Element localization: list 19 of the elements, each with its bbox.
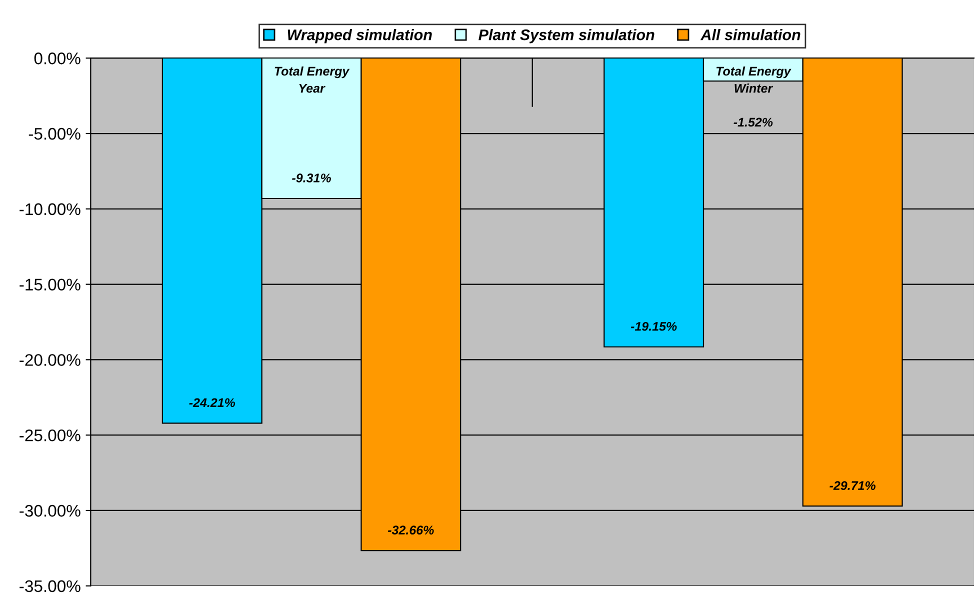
data-label: -24.21% [189,398,236,408]
legend-label: Plant System simulation [478,29,654,44]
y-tick-label: 0.00% [34,52,80,64]
y-tick-label: -5.00% [28,128,80,140]
y-tick-label: -20.00% [20,354,80,366]
y-tick-label: -15.00% [20,278,80,291]
legend-label: All simulation [700,29,800,40]
y-tick-label: -30.00% [20,504,80,517]
data-label: -29.71% [830,481,876,490]
y-tick-label: -10.00% [20,203,80,216]
data-label: -1.52% [734,118,773,127]
x-tick-label: Total Energy Winter [716,66,792,93]
x-tick-label: Total Energy Year [274,66,350,93]
data-label: -19.15% [630,322,677,331]
data-label: -32.66% [388,526,434,535]
y-tick-label: -35.00% [20,580,80,592]
y-tick-label: -25.00% [20,429,80,442]
data-label: -9.31% [292,174,331,182]
legend-label: Wrapped simulation [288,29,432,44]
